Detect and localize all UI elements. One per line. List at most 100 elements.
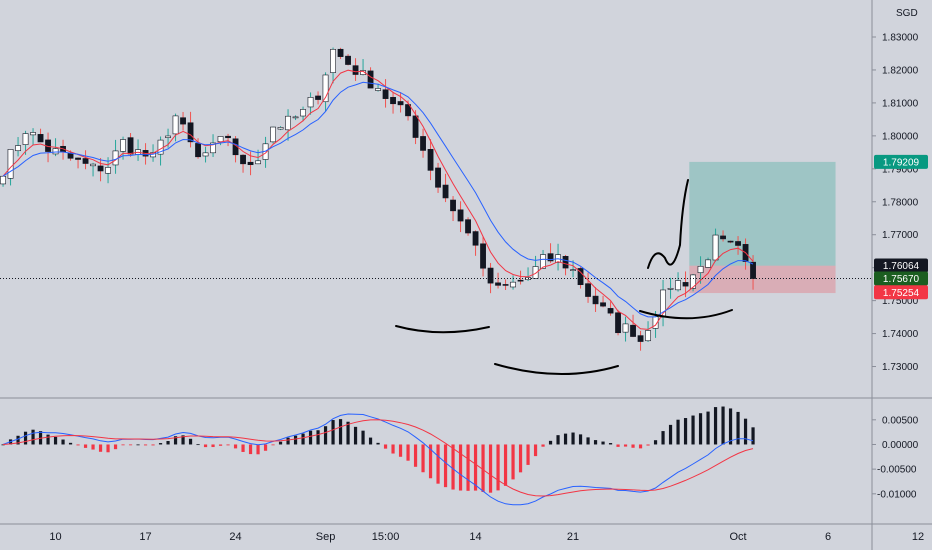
- candle-body: [210, 142, 216, 154]
- macd-histogram-bar: [353, 426, 358, 445]
- moving-average-slow: [2, 81, 754, 318]
- candle-body: [172, 115, 179, 135]
- candle-body: [412, 115, 419, 138]
- macd-histogram-bar: [413, 444, 418, 467]
- macd-histogram-bar: [631, 444, 635, 448]
- macd-histogram-bar: [16, 435, 20, 445]
- price-tick-label: 1.75000: [882, 296, 919, 307]
- moving-average-fast: [2, 69, 754, 330]
- candle-body: [277, 127, 284, 130]
- price-tick-label: 1.78000: [882, 197, 919, 208]
- candle-body: [307, 97, 314, 108]
- candle-body: [285, 115, 291, 131]
- candle-body: [720, 235, 726, 240]
- macd-histogram-bar: [323, 426, 328, 445]
- candle-body: [217, 136, 224, 142]
- macd-histogram-bar: [308, 430, 313, 445]
- macd-histogram-bar: [31, 429, 35, 445]
- macd-histogram-bar: [421, 444, 425, 473]
- macd-histogram-bar: [136, 444, 140, 446]
- candle-body: [105, 167, 111, 174]
- candle-body: [120, 139, 126, 152]
- candle-body: [30, 132, 36, 136]
- macd-histogram-bar: [518, 444, 523, 473]
- candle-body: [255, 160, 261, 165]
- price-badge-label: 1.75254: [883, 288, 920, 299]
- time-tick-label: 14: [469, 531, 481, 543]
- macd-histogram-bar: [361, 430, 365, 445]
- macd-histogram-bar: [301, 433, 305, 445]
- macd-histogram-bar: [83, 444, 88, 448]
- macd-histogram-bar: [533, 444, 538, 457]
- macd-histogram-bar: [488, 444, 493, 493]
- macd-histogram-bar: [166, 441, 170, 445]
- candle-body: [390, 97, 396, 105]
- macd-tick-label: 0.00000: [882, 440, 919, 451]
- macd-histogram-bar: [338, 419, 343, 445]
- macd-histogram-bar: [503, 444, 508, 486]
- macd-histogram-bar: [203, 444, 208, 448]
- candle-body: [202, 152, 209, 157]
- macd-histogram-bar: [661, 431, 665, 445]
- macd-histogram-bar: [263, 444, 268, 451]
- macd-histogram-bar: [616, 444, 620, 447]
- macd-histogram-bar: [151, 444, 155, 446]
- candle-body: [97, 165, 104, 172]
- candle-body: [345, 55, 351, 65]
- candle-body: [705, 259, 711, 268]
- macd-histogram-bar: [578, 434, 583, 445]
- macd-histogram-bar: [46, 434, 50, 445]
- candle-body: [457, 209, 464, 222]
- macd-histogram-bar: [256, 444, 260, 455]
- candle-body: [637, 335, 644, 342]
- candle-body: [405, 104, 411, 117]
- macd-histogram-bar: [526, 444, 530, 465]
- candle-body: [420, 136, 426, 151]
- macd-histogram-bar: [368, 437, 373, 445]
- macd-tick-label: -0.00500: [877, 465, 917, 476]
- macd-histogram-bar: [496, 444, 500, 491]
- macd-histogram-bar: [653, 440, 658, 445]
- candle-body: [682, 282, 689, 287]
- macd-histogram-bar: [683, 418, 688, 445]
- drawn-projection: [647, 179, 689, 269]
- candle-body: [427, 149, 434, 171]
- macd-histogram-bar: [181, 435, 185, 445]
- macd-histogram-bar: [638, 444, 643, 449]
- candle-body: [690, 274, 696, 289]
- macd-histogram-bar: [53, 436, 58, 445]
- macd-histogram-bar: [466, 444, 470, 491]
- candle-body: [337, 48, 344, 57]
- candle-body: [90, 163, 96, 167]
- candle-body: [645, 330, 651, 342]
- macd-histogram-bar: [646, 444, 650, 446]
- candle-body: [322, 74, 329, 103]
- time-tick-label: 17: [139, 531, 151, 543]
- macd-histogram-bar: [286, 437, 290, 445]
- candle-body: [697, 265, 704, 274]
- candle-body: [240, 154, 246, 165]
- candle-body: [300, 109, 306, 117]
- candle-body: [382, 89, 389, 99]
- macd-histogram-bar: [541, 444, 545, 447]
- candle-body: [330, 48, 336, 73]
- candle-body: [532, 266, 539, 279]
- target-zone: [689, 161, 836, 266]
- macd-histogram-bar: [241, 444, 245, 452]
- time-tick-label: 12: [912, 531, 924, 543]
- candle-body: [487, 267, 494, 284]
- macd-histogram-bar: [406, 444, 410, 461]
- macd-histogram-bar: [676, 419, 680, 445]
- macd-histogram-bar: [436, 444, 440, 484]
- macd-histogram-bar: [721, 406, 725, 445]
- macd-histogram-bar: [428, 444, 433, 479]
- macd-histogram-bar: [218, 444, 223, 446]
- macd-histogram-bar: [668, 424, 673, 445]
- price-badge: [874, 154, 928, 169]
- candle-body: [195, 143, 201, 158]
- price-badge: [874, 271, 928, 286]
- macd-histogram-bar: [563, 433, 568, 445]
- candle-body: [0, 175, 6, 185]
- macd-histogram-bar: [391, 444, 395, 454]
